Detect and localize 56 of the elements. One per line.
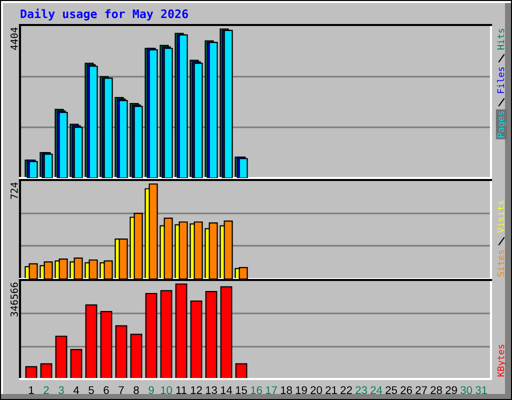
bar (100, 310, 112, 379)
x-tick-label: 5 (88, 386, 94, 394)
text: 346566 (10, 282, 18, 316)
legend-label: Sites (497, 250, 504, 276)
x-tick-label: 29 (446, 386, 457, 394)
x-tick-label: 12 (190, 386, 202, 394)
text: 4404 (10, 27, 18, 50)
x-tick-label: 21 (326, 386, 337, 394)
text: Hits (497, 28, 504, 50)
text: 724 (10, 182, 18, 199)
x-tick-label: 7 (118, 386, 124, 394)
legend-label: Pages (497, 111, 506, 138)
x-tick-label: 2 (44, 386, 49, 394)
bar (220, 286, 232, 379)
x-tick-label: 15 (236, 386, 247, 394)
x-tick-label: 14 (220, 386, 232, 394)
x-tick-label: 22 (340, 386, 352, 394)
x-tick-label: 11 (176, 386, 186, 394)
bar (40, 363, 52, 379)
x-tick-label: 4 (73, 386, 80, 394)
x-tick-label: 23 (356, 386, 367, 394)
x-tick-label: 26 (400, 386, 412, 394)
bar (190, 300, 202, 379)
x-tick-label: 31 (476, 386, 487, 394)
x-tick-label: 28 (430, 386, 442, 394)
bar (205, 291, 218, 379)
bar (55, 336, 68, 379)
bar (175, 283, 188, 379)
x-tick-label: 6 (104, 386, 109, 394)
text: Visits (497, 200, 504, 233)
x-tick-label: 9 (148, 386, 154, 394)
x-tick-label: 8 (134, 386, 139, 394)
x-tick-label: 25 (386, 386, 398, 394)
x-tick-label: 19 (296, 386, 307, 394)
bar (70, 348, 82, 379)
bar (85, 304, 98, 379)
x-tick-label: 1 (29, 386, 34, 394)
bar (115, 325, 128, 379)
x-tick-label: 20 (310, 386, 322, 394)
text: KBytes (497, 344, 506, 376)
legend-label: Files (497, 67, 504, 94)
x-tick-label: 27 (416, 386, 427, 394)
x-tick-label: 30 (460, 386, 472, 394)
chart-title: Daily usage for May 2026 (20, 8, 188, 20)
bar (130, 334, 142, 379)
x-tick-label: 24 (370, 386, 382, 394)
bar (160, 290, 172, 379)
x-tick-label: 3 (58, 386, 64, 394)
x-tick-label: 13 (206, 386, 217, 394)
x-tick-label: 10 (160, 386, 172, 394)
x-tick-label: 16 (250, 386, 262, 394)
bar (145, 292, 158, 379)
bar (235, 363, 248, 379)
bar (25, 366, 38, 379)
x-tick-label: 18 (280, 386, 292, 394)
x-tick-label: 17 (266, 386, 277, 394)
